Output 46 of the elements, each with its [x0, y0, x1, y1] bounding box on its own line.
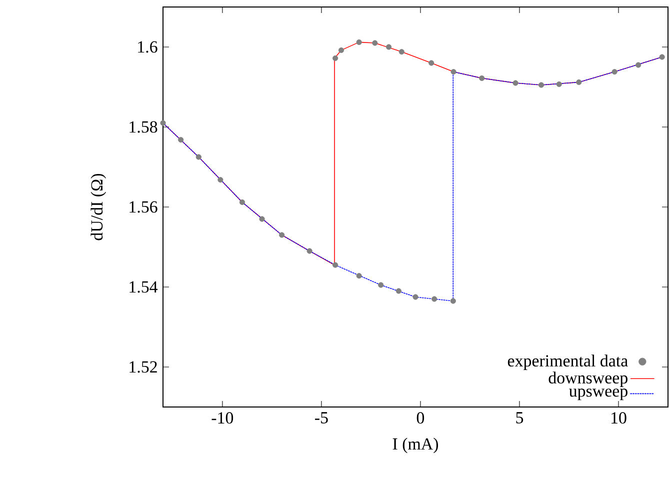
x-tick-label: 0: [416, 412, 424, 424]
point: [196, 154, 202, 160]
x-tick-label: 10: [612, 412, 626, 424]
point: [279, 232, 285, 238]
x-tick-label: -5: [315, 412, 328, 424]
point: [178, 137, 184, 143]
point: [576, 79, 582, 85]
x-tick-label: 5: [516, 412, 524, 424]
point: [556, 81, 562, 87]
point: [218, 177, 224, 183]
point: [479, 75, 485, 81]
y-axis-title: dU/dI (Ω): [90, 174, 106, 240]
y-tick-label: 1.6: [138, 41, 158, 53]
legend-label: downsweep: [548, 372, 628, 387]
point: [428, 60, 434, 66]
point: [432, 296, 438, 302]
point: [356, 39, 362, 45]
point: [378, 282, 384, 288]
point: [306, 248, 312, 254]
point: [332, 55, 338, 61]
point: [450, 69, 456, 75]
point: [386, 44, 392, 50]
point: [450, 298, 456, 304]
x-axis-title: I (mA): [392, 438, 438, 454]
point: [538, 82, 544, 88]
y-tick-label: 1.58: [130, 121, 158, 133]
point: [338, 47, 344, 53]
point: [332, 262, 338, 268]
legend-label: upsweep: [569, 388, 628, 400]
point: [412, 294, 418, 300]
point: [259, 216, 265, 222]
point: [396, 288, 402, 294]
point: [636, 62, 642, 68]
point: [160, 120, 166, 126]
point: [612, 69, 618, 75]
legend-label: experimental data: [508, 354, 628, 370]
point: [659, 54, 665, 60]
y-tick-label: 1.56: [130, 201, 158, 213]
y-tick-label: 1.52: [130, 361, 157, 373]
point: [239, 199, 246, 205]
point: [398, 49, 404, 55]
point: [372, 40, 378, 46]
y-tick-label: 1.54: [130, 281, 158, 293]
point: [356, 273, 362, 279]
x-tick-label: -10: [212, 412, 234, 424]
point: [512, 80, 518, 86]
